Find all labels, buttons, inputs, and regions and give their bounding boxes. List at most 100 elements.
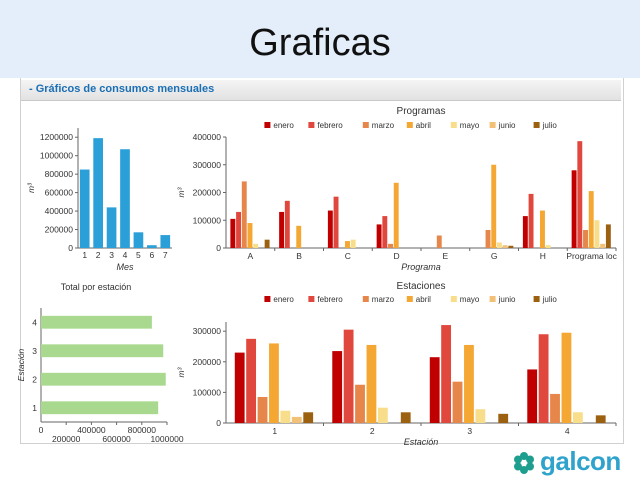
chart2-bar — [577, 141, 583, 248]
chart4-title: Estaciones — [397, 281, 446, 292]
chart4-legend-swatch — [450, 296, 457, 302]
chart4-legend-label: julio — [542, 295, 558, 304]
chart2-legend-label: julio — [542, 121, 558, 130]
chart2-bar — [605, 224, 611, 248]
section-header: - Gráficos de consumos mensuales — [21, 80, 621, 101]
chart2-legend-swatch — [406, 122, 413, 128]
chart2-legend-label: abril — [416, 121, 431, 130]
chart4-bar — [538, 334, 549, 423]
chart2-bar — [253, 243, 259, 248]
chart4-bar — [429, 357, 440, 423]
chart3-x-tick-label: 800000 — [128, 425, 157, 435]
slide-title: Graficas — [249, 22, 391, 64]
chart3-bar — [41, 372, 166, 386]
chart2-y-tick-label: 300000 — [193, 160, 222, 170]
chart4-bar — [343, 329, 354, 423]
chart2-x-tick-label: E — [443, 251, 449, 261]
chart2-y-label: m³ — [176, 186, 186, 197]
chart4-legend-label: junio — [498, 295, 516, 304]
chart1-bar — [133, 232, 144, 248]
chart1-x-tick-label: 4 — [123, 250, 128, 260]
chart2-bar — [350, 239, 356, 248]
chart2-y-tick-label: 100000 — [193, 215, 222, 225]
chart4-legend-label: abril — [416, 295, 431, 304]
chart3-bar — [41, 344, 164, 358]
chart1-bar — [147, 245, 157, 248]
chart1-bar — [79, 169, 90, 248]
chart4-x-tick-label: 3 — [467, 426, 472, 436]
chart2-bar — [485, 229, 491, 248]
chart2-bar — [393, 182, 399, 248]
chart2-bar — [279, 211, 285, 248]
chart2-x-tick-label: C — [345, 251, 351, 261]
chart2-bar — [600, 243, 606, 248]
chart1-bar — [160, 235, 171, 248]
chart4-bar — [452, 381, 463, 423]
chart4-legend-swatch — [308, 296, 315, 302]
chart2-bar — [583, 229, 588, 248]
chart3-title: Total por estación — [61, 282, 132, 292]
galcon-flower-icon — [514, 452, 534, 474]
chart4-bar — [366, 344, 377, 423]
chart4-bar — [257, 396, 268, 423]
chart1-y-tick-label: 0 — [68, 243, 73, 253]
chart4-bar — [234, 352, 245, 423]
chart2-x-label: Programa — [401, 262, 441, 272]
chart1-y-tick-label: 200000 — [45, 225, 74, 235]
chart2-y-tick-label: 0 — [216, 243, 221, 253]
chart1-y-tick-label: 600000 — [45, 188, 74, 198]
chart4-x-tick-label: 2 — [370, 426, 375, 436]
chart2-x-tick-label: H — [540, 251, 546, 261]
chart2-bar — [491, 164, 497, 248]
chart2-bar — [508, 245, 514, 248]
chart3-x-origin-label: 0 — [39, 425, 44, 435]
chart2-y-tick-label: 400000 — [193, 132, 222, 142]
chart2-legend-swatch — [362, 122, 369, 128]
chart2-legend-swatch — [489, 122, 496, 128]
chart2-bar — [528, 193, 534, 248]
chart1-y-tick-label: 800000 — [45, 169, 74, 179]
chart4-bar — [246, 338, 257, 423]
chart2-bar — [247, 223, 253, 248]
chart4-y-tick-label: 300000 — [193, 326, 222, 336]
chart1-x-label: Mes — [116, 262, 134, 272]
chart4-legend-swatch — [489, 296, 496, 302]
chart2-bar — [327, 210, 333, 248]
chart2-bar — [296, 225, 302, 248]
chart2-bar — [522, 216, 528, 248]
chart4-x-label: Estación — [404, 437, 439, 447]
chart3-y-tick-label: 1 — [32, 403, 37, 413]
chart1-x-tick-label: 2 — [96, 250, 101, 260]
chart2-bar — [264, 239, 270, 248]
chart2-title: Programas — [397, 106, 446, 117]
chart2-legend-label: enero — [273, 121, 294, 130]
chart4-bar — [550, 393, 560, 423]
chart2-bar — [571, 170, 577, 248]
chart2-bar — [241, 181, 247, 248]
chart2-x-tick-label: Programa loc — [566, 251, 617, 261]
chart2-bar — [388, 243, 393, 248]
chart4-bar — [441, 325, 452, 423]
chart4-bar — [280, 410, 291, 423]
chart2-legend-label: marzo — [372, 121, 395, 130]
chart4-y-tick-label: 100000 — [193, 387, 222, 397]
chart2-bar — [236, 211, 242, 248]
chart2-bar — [436, 235, 442, 248]
chart4-y-tick-label: 200000 — [193, 357, 222, 367]
chart1-bar — [120, 149, 130, 248]
chart2-bar — [345, 241, 350, 248]
title-band — [0, 0, 640, 78]
chart3-x-tick-label: 400000 — [77, 425, 106, 435]
chart3-x-tick-label: 600000 — [102, 434, 131, 444]
chart2-legend-label: febrero — [317, 121, 343, 130]
chart4-legend-label: marzo — [372, 295, 395, 304]
chart1-y-label: m³ — [26, 182, 36, 193]
chart4-y-label: m³ — [176, 366, 186, 377]
chart4-bar — [561, 332, 572, 423]
chart4-legend-swatch — [533, 296, 540, 302]
chart4-legend-swatch — [264, 296, 271, 302]
chart2-legend-label: mayo — [460, 121, 480, 130]
chart2-x-tick-label: A — [248, 251, 254, 261]
chart2-x-tick-label: G — [491, 251, 498, 261]
